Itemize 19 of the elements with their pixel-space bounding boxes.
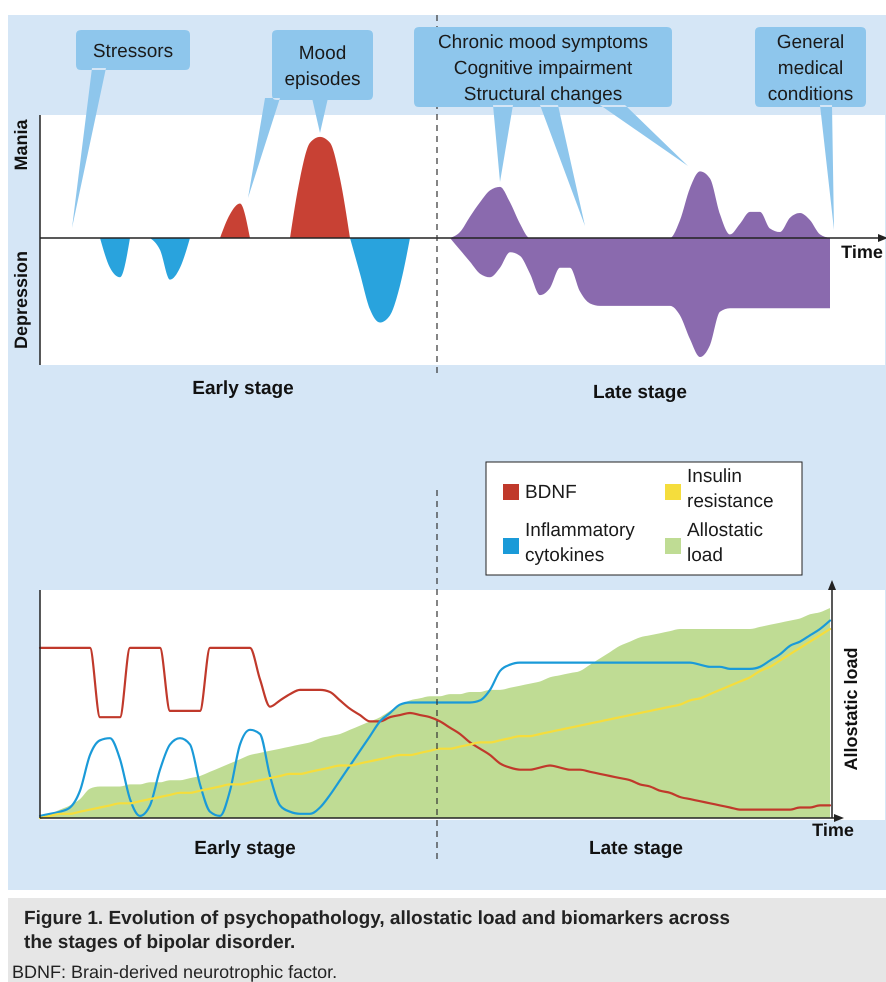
text: Mood episodes [284,43,361,90]
legend-label: Allostatic load [687,520,764,566]
legend-label: BDNF [525,482,577,503]
text: Late stage [593,382,687,403]
legend-label: Insulin resistance [687,466,774,512]
text: Figure 1. Evolution of psychopathology, allostatic load and biomarkers across the stages of bipolar disorder. [24,908,730,953]
text: Late stage [589,838,683,859]
text: Early stage [192,378,294,399]
x-axis-title: Time [841,242,883,262]
text: Mania [11,118,31,171]
text: Stressors [92,41,174,62]
text: Depression [11,250,31,350]
text: BDNF: Brain-derived neurotrophic factor. [12,962,338,982]
y2-axis-title: Allostatic load [841,647,861,771]
text: Early stage [194,838,296,859]
text: General medical conditions [768,32,854,105]
x-axis-title: Time [812,820,854,840]
legend-label: Inflammatory cytokines [525,520,636,566]
text: Chronic mood symptoms Cognitive impairment Structural changes [438,32,648,105]
